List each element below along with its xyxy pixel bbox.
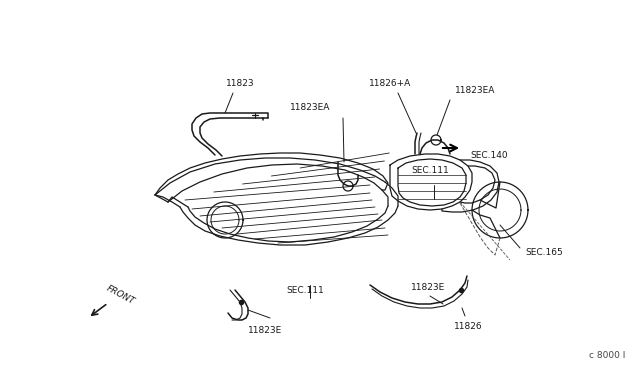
Text: 11823EA: 11823EA [290, 103, 330, 112]
Text: SEC.111: SEC.111 [411, 166, 449, 175]
Text: SEC.165: SEC.165 [525, 247, 563, 257]
Text: SEC.140: SEC.140 [470, 151, 508, 160]
Text: 11823E: 11823E [248, 326, 282, 335]
Text: 11826+A: 11826+A [369, 79, 411, 88]
Text: 11823EA: 11823EA [455, 86, 495, 95]
Text: FRONT: FRONT [105, 284, 136, 306]
Text: c 8000 I: c 8000 I [589, 351, 625, 360]
Text: 11823E: 11823E [411, 283, 445, 292]
Text: SEC.111: SEC.111 [286, 286, 324, 295]
Text: 11823: 11823 [226, 79, 254, 88]
Text: 11826: 11826 [454, 322, 483, 331]
